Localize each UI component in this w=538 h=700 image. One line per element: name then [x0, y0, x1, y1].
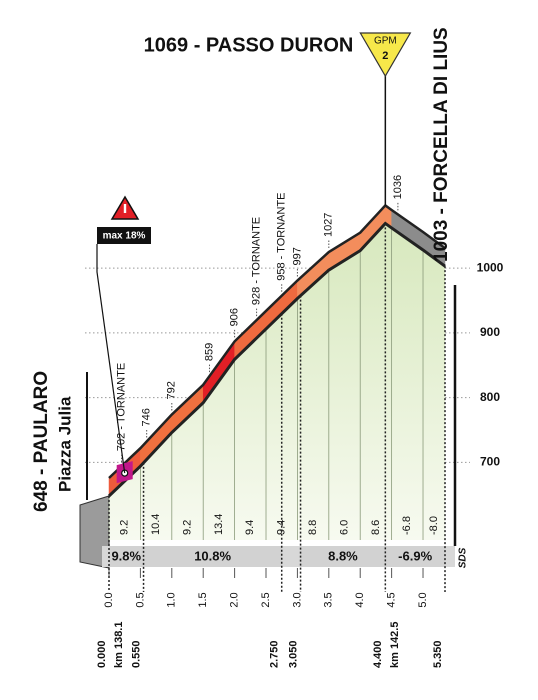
x-tick-label: 1.0	[166, 592, 178, 607]
annotation-label: 1036	[392, 175, 404, 199]
x-tick-label: 3.0	[291, 592, 303, 607]
profile-top-edge	[108, 203, 446, 479]
y-tick-label: 1000	[477, 260, 504, 274]
average-segment	[385, 546, 445, 567]
key-point-label: 0.000	[96, 640, 108, 668]
annotation-label: 1027	[323, 213, 335, 237]
gradient-label: 9.4	[244, 520, 256, 535]
gradient-label: 8.8	[307, 520, 319, 535]
y-tick-label: 800	[480, 390, 500, 404]
gpm-sign	[359, 32, 412, 78]
average-label: -6.9%	[398, 548, 432, 563]
gradient-label: 10.4	[150, 514, 162, 535]
average-segment	[143, 546, 282, 567]
x-tick-label: 1.5	[197, 592, 209, 607]
max-label-box	[97, 227, 151, 244]
annotation-label: 928 - TORNANTE	[250, 217, 262, 305]
gradient-label: 13.4	[213, 514, 225, 535]
gradient-label: 6.0	[338, 520, 350, 535]
x-tick-label: 0.5	[134, 592, 146, 607]
average-label: 8.8%	[328, 548, 358, 563]
profile-area	[109, 223, 445, 541]
x-tick-label: 0.0	[103, 592, 115, 607]
max-label: max 18%	[103, 231, 146, 242]
key-point-label: 5.350	[432, 640, 444, 668]
key-point-label: 4.400	[372, 640, 384, 668]
gpm-category: 2	[382, 50, 388, 62]
gradient-label: 9.2	[119, 520, 131, 535]
gradient-label: -6.8	[401, 516, 413, 535]
max-gradient-leader	[96, 244, 126, 474]
x-tick-label: 5.0	[417, 592, 429, 607]
gpm-label: GPM	[374, 36, 397, 47]
average-segment	[109, 546, 144, 567]
key-point-label: 2.750	[269, 640, 281, 668]
average-label: 10.8%	[194, 548, 231, 563]
gradient-label: 9.2	[181, 520, 193, 535]
profile-line	[107, 221, 446, 498]
annotation-label: 792	[166, 381, 178, 399]
annotation-label: 958 - TORNANTE	[276, 193, 288, 281]
key-point-label: 3.050	[287, 640, 299, 668]
finish-label: 1003 - FORCELLA DI LIUS	[431, 27, 452, 262]
average-segment	[300, 546, 386, 567]
x-tick-label: 3.5	[323, 592, 335, 607]
gradient-label: 8.6	[370, 520, 382, 535]
start-label: 648 - PAULARO	[31, 371, 52, 512]
x-tick-label: 2.5	[260, 592, 272, 607]
gradient-label: -8.0	[428, 516, 440, 535]
x-tick-label: 4.0	[354, 592, 366, 607]
x-tick-label: 4.5	[386, 592, 398, 607]
km-label: km 138.1	[113, 622, 125, 668]
average-label: 9.8%	[111, 548, 141, 563]
x-tick-label: 2.0	[229, 592, 241, 607]
annotation-label: 906	[229, 308, 241, 326]
logo: SDS	[458, 547, 469, 568]
warning-mark	[123, 204, 127, 213]
annotation-label: 859	[203, 343, 215, 361]
annotation-label: 746	[141, 408, 153, 426]
y-tick-label: 900	[480, 325, 500, 339]
annotation-label: 997	[291, 247, 303, 265]
km-label: km 142.5	[389, 622, 401, 668]
annotation-label: 702 - TORNANTE	[115, 363, 127, 451]
key-point-label: 0.550	[130, 640, 142, 668]
y-tick-label: 700	[480, 454, 500, 468]
start-sublabel: Piazza Julia	[55, 396, 74, 492]
summit-label: 1069 - PASSO DURON	[144, 34, 354, 56]
